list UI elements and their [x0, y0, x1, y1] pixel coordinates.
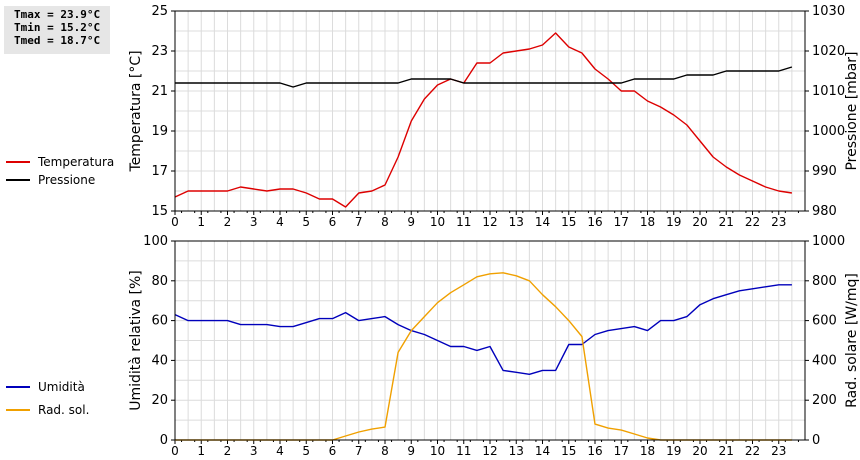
x-tick-label: 8	[381, 444, 389, 458]
x-tick-label: 0	[171, 215, 179, 229]
x-tick-label: 7	[355, 444, 363, 458]
x-tick-label: 10	[430, 444, 445, 458]
x-tick-label: 16	[587, 444, 602, 458]
x-tick-label: 23	[771, 444, 786, 458]
y-right-tick-label: 980	[812, 204, 837, 219]
x-tick-label: 9	[407, 444, 415, 458]
x-tick-label: 22	[745, 444, 760, 458]
y-left-axis-label: Umidità relativa [%]	[128, 270, 144, 411]
y-right-tick-label: 400	[812, 353, 837, 368]
x-tick-label: 5	[302, 444, 310, 458]
x-tick-label: 9	[407, 215, 415, 229]
y-right-tick-label: 800	[812, 274, 837, 289]
x-tick-label: 20	[692, 215, 707, 229]
x-tick-label: 21	[719, 444, 734, 458]
y-right-tick-label: 1030	[812, 4, 845, 19]
x-tick-label: 11	[456, 215, 471, 229]
x-tick-label: 17	[614, 444, 629, 458]
y-right-tick-label: 200	[812, 393, 837, 408]
series-line-pressione	[175, 66, 793, 88]
y-left-tick-label: 19	[151, 124, 168, 139]
y-right-axis-label: Rad. solare [W/mq]	[844, 273, 860, 408]
stat-tmed: Tmed = 18.7°C	[14, 34, 101, 47]
x-tick-label: 4	[276, 215, 284, 229]
chart-panel-1: 0 1 2 3 4 5 6 7 8 9 10 11 12 13 14 15 16 17 18 19 20 21 22 2315…	[6, 4, 860, 229]
y-right-tick-label: 600	[812, 314, 837, 329]
x-tick-label: 19	[666, 215, 681, 229]
x-tick-label: 7	[355, 215, 363, 229]
y-right-tick-label: 1010	[812, 84, 845, 99]
y-right-tick-label: 1000	[812, 124, 845, 139]
y-left-tick-label: 100	[143, 234, 168, 249]
x-tick-label: 18	[640, 444, 655, 458]
y-right-tick-label: 990	[812, 164, 837, 179]
x-tick-label: 6	[329, 215, 337, 229]
x-tick-label: 11	[456, 444, 471, 458]
y-left-tick-label: 20	[151, 393, 168, 408]
x-tick-label: 22	[745, 215, 760, 229]
y-left-tick-label: 0	[160, 433, 168, 448]
y-left-tick-label: 25	[151, 4, 168, 19]
x-tick-label: 12	[482, 444, 497, 458]
x-tick-label: 1	[197, 444, 205, 458]
plot-frame	[174, 240, 806, 441]
series-line-rad-sol-	[175, 272, 792, 441]
stats-box: Tmax = 23.9°C Tmin = 15.2°C Tmed = 18.7°…	[4, 6, 110, 54]
x-tick-label: 2	[224, 215, 232, 229]
grid	[175, 241, 805, 440]
y-left-tick-label: 40	[151, 353, 168, 368]
y-right-tick-label: 0	[812, 433, 820, 448]
chart-panel-2: 0 1 2 3 4 5 6 7 8 9 10 11 12 13 14 15 16 17 18 19 20 21 22 2302…	[6, 234, 860, 458]
y-left-tick-label: 21	[151, 84, 168, 99]
stat-tmin: Tmin = 15.2°C	[14, 21, 101, 34]
plot-frame	[174, 10, 806, 212]
legend-label: Temperatura	[37, 155, 114, 169]
legend-label: Rad. sol.	[38, 403, 89, 417]
y-left-axis-label: Temperatura [°C]	[128, 50, 144, 172]
stat-tmax: Tmax = 23.9°C	[14, 8, 101, 21]
y-right-tick-label: 1020	[812, 44, 845, 59]
legend-label: Umidità	[38, 380, 85, 394]
x-tick-label: 23	[771, 215, 786, 229]
x-tick-label: 0	[171, 444, 179, 458]
legend-label: Pressione	[38, 173, 95, 187]
x-tick-label: 20	[692, 444, 707, 458]
x-tick-label: 19	[666, 444, 681, 458]
y-right-tick-label: 1000	[812, 234, 845, 249]
x-tick-label: 1	[197, 215, 205, 229]
y-left-tick-label: 17	[151, 164, 168, 179]
x-tick-label: 2	[224, 444, 232, 458]
x-tick-label: 14	[535, 215, 550, 229]
x-tick-label: 17	[614, 215, 629, 229]
y-right-axis-label: Pressione [mbar]	[844, 51, 860, 170]
x-tick-label: 4	[276, 444, 284, 458]
x-tick-label: 16	[587, 215, 602, 229]
y-left-tick-label: 23	[151, 44, 168, 59]
grid	[175, 11, 805, 211]
series-line-umidit-	[174, 284, 792, 375]
y-left-tick-label: 60	[151, 314, 168, 329]
x-tick-label: 5	[302, 215, 310, 229]
series-line-temperatura	[174, 32, 793, 208]
x-tick-label: 8	[381, 215, 389, 229]
x-tick-label: 13	[509, 444, 524, 458]
x-tick-label: 21	[719, 215, 734, 229]
x-tick-label: 3	[250, 444, 258, 458]
x-tick-label: 15	[561, 215, 576, 229]
x-tick-label: 3	[250, 215, 258, 229]
x-tick-label: 13	[509, 215, 524, 229]
x-tick-label: 14	[535, 444, 550, 458]
x-tick-label: 15	[561, 444, 576, 458]
x-tick-label: 10	[430, 215, 445, 229]
y-left-tick-label: 15	[151, 204, 168, 219]
x-tick-label: 18	[640, 215, 655, 229]
y-left-tick-label: 80	[151, 274, 168, 289]
x-tick-label: 12	[482, 215, 497, 229]
x-tick-label: 6	[329, 444, 337, 458]
